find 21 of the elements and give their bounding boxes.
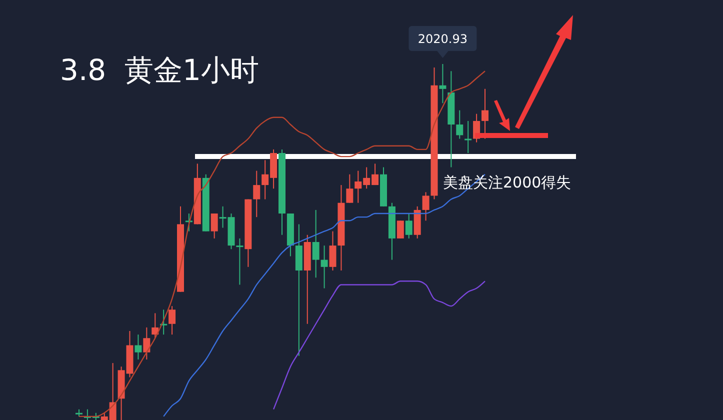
candlestick (320, 245, 328, 289)
candlestick (143, 326, 150, 360)
chart-title: 3.8 黄金1小时 (60, 53, 260, 87)
candlestick (464, 120, 472, 154)
candlestick (396, 220, 404, 239)
candlestick (405, 213, 412, 239)
candlestick (210, 213, 218, 239)
candlestick (439, 64, 446, 104)
candlestick (312, 209, 320, 278)
candlestick (236, 238, 244, 286)
candlestick (152, 312, 159, 339)
candlestick (456, 110, 464, 140)
candlestick (168, 306, 176, 336)
candlestick (422, 192, 430, 222)
candlestick (253, 170, 260, 218)
candlestick (346, 174, 354, 204)
candlestick (329, 230, 336, 271)
annotation: 2020.93 (418, 32, 468, 46)
candlestick (482, 88, 488, 140)
ref-line-label: 美盘关注2000得失 (443, 174, 572, 192)
candlestick (134, 334, 142, 360)
